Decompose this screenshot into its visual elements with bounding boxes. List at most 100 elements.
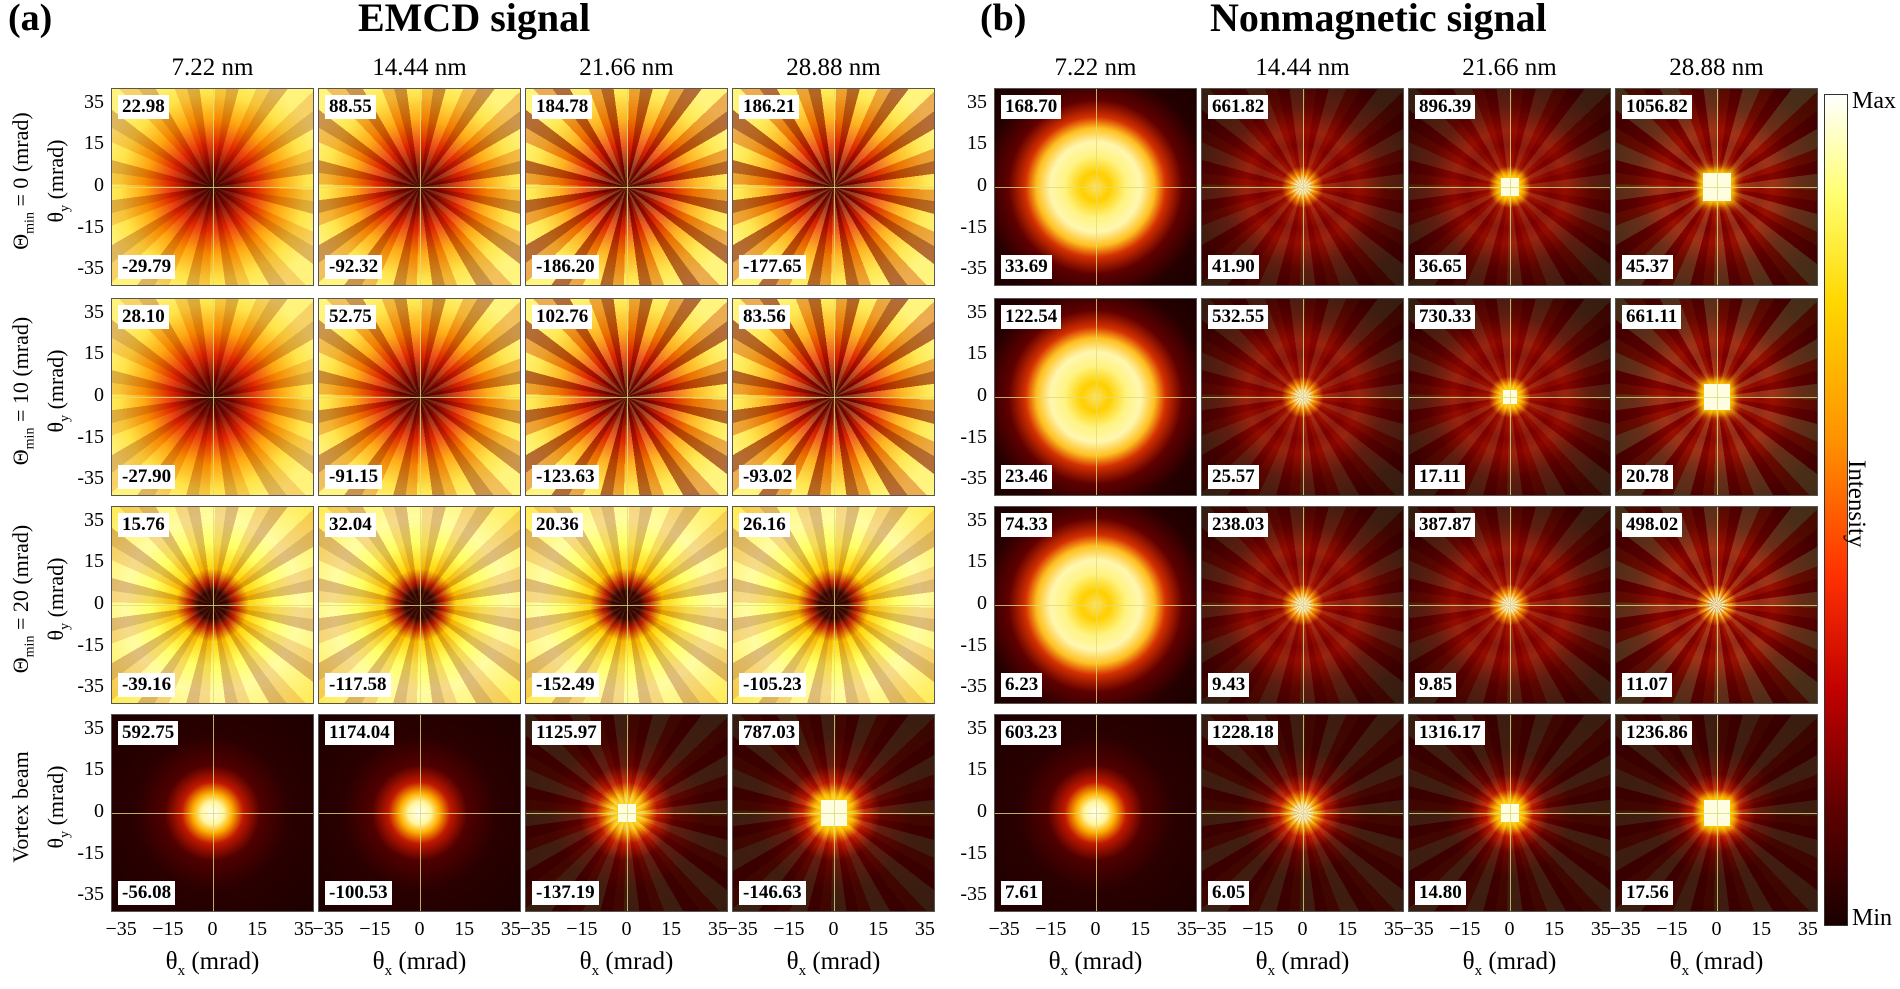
- x-axis-symbol: θ: [786, 948, 799, 975]
- min-value-label: -123.63: [532, 465, 599, 489]
- nonmag-map: 498.02 11.07: [1615, 506, 1818, 704]
- y-tick-label: 35: [84, 716, 104, 739]
- emcd-map: 102.76 -123.63: [525, 298, 728, 496]
- y-axis-symbol: θ: [43, 421, 69, 433]
- min-value-label: 17.56: [1622, 881, 1673, 905]
- row-label-condition: Θmin = 20 (mrad): [8, 500, 43, 698]
- y-tick-label: 35: [967, 90, 987, 113]
- y-axis-unit: (mrad): [43, 557, 69, 623]
- x-tick-label: −35: [312, 918, 344, 940]
- x-tick-label: 35: [1383, 918, 1404, 940]
- crosshair-vertical: [1302, 299, 1304, 495]
- x-axis-subscript: x: [1681, 963, 1690, 979]
- emcd-x-axis-label: θx (mrad): [732, 948, 935, 980]
- row-label-condition: Vortex beam: [8, 708, 43, 906]
- x-tick-label: 35: [1797, 918, 1818, 940]
- max-value-label: 22.98: [118, 95, 169, 119]
- nonmag-map: 661.11 20.78: [1615, 298, 1818, 496]
- emcd-map: 184.78 -186.20: [525, 88, 728, 286]
- row-label-symbol: Θ: [8, 657, 33, 674]
- min-value-label: -137.19: [532, 881, 599, 905]
- x-axis-unit: (mrad): [1689, 948, 1764, 975]
- x-tick-label: 15: [1337, 918, 1358, 940]
- x-tick-label: 15: [247, 918, 268, 940]
- min-value-label: -186.20: [532, 255, 599, 279]
- panel-a-title: EMCD signal: [358, 0, 591, 40]
- x-tick-label: 15: [1751, 918, 1772, 940]
- x-axis-unit: (mrad): [1275, 948, 1350, 975]
- panel-b-title: Nonmagnetic signal: [1210, 0, 1547, 40]
- max-value-label: 1228.18: [1208, 721, 1278, 745]
- x-axis-subscript: x: [1267, 963, 1276, 979]
- colorbar: [1824, 94, 1848, 926]
- max-value-label: 83.56: [739, 305, 790, 329]
- crosshair-vertical: [419, 507, 421, 703]
- crosshair-vertical: [1302, 507, 1304, 703]
- row-label-subscript: min: [22, 635, 38, 658]
- min-value-label: 25.57: [1208, 465, 1259, 489]
- row-label-axis: θy (mrad): [43, 82, 78, 280]
- nonmag-x-axis-label: θx (mrad): [1201, 948, 1404, 980]
- y-tick-label: -15: [960, 841, 987, 864]
- max-value-label: 74.33: [1001, 513, 1052, 537]
- y-axis-symbol: θ: [43, 211, 69, 223]
- x-tick-label: 0: [1297, 918, 1308, 940]
- crosshair-vertical: [419, 299, 421, 495]
- y-tick-label: 0: [977, 592, 987, 614]
- y-tick-label: -35: [77, 467, 104, 490]
- max-value-label: 32.04: [325, 513, 376, 537]
- x-tick-label: 0: [1504, 918, 1515, 940]
- max-value-label: 387.87: [1415, 513, 1476, 537]
- min-value-label: 17.11: [1415, 465, 1465, 489]
- x-tick-label: 0: [621, 918, 632, 940]
- min-value-label: 9.85: [1415, 673, 1457, 697]
- x-tick-label: 15: [661, 918, 682, 940]
- y-tick-label: -15: [77, 633, 104, 656]
- crosshair-vertical: [1509, 89, 1511, 285]
- y-tick-label: -35: [77, 675, 104, 698]
- y-tick-label: 15: [967, 758, 987, 781]
- colorbar-max-label: Max: [1852, 88, 1896, 114]
- x-axis-subscript: x: [1060, 963, 1069, 979]
- x-axis-unit: (mrad): [1068, 948, 1143, 975]
- x-tick-label: −35: [519, 918, 551, 940]
- max-value-label: 603.23: [1001, 721, 1062, 745]
- crosshair-vertical: [1716, 507, 1718, 703]
- min-value-label: 33.69: [1001, 255, 1052, 279]
- y-axis-subscript: y: [57, 204, 73, 212]
- max-value-label: 28.10: [118, 305, 169, 329]
- panel-b-label: (b): [980, 0, 1027, 39]
- panel-a-label: (a): [8, 0, 53, 39]
- crosshair-vertical: [626, 715, 628, 911]
- row-label: Vortex beam θy (mrad): [8, 708, 79, 906]
- min-value-label: -91.15: [325, 465, 383, 489]
- x-axis-symbol: θ: [1669, 948, 1682, 975]
- x-axis-unit: (mrad): [185, 948, 260, 975]
- crosshair-vertical: [212, 715, 214, 911]
- row-label: Θmin = 10 (mrad) θy (mrad): [8, 292, 79, 490]
- crosshair-vertical: [1095, 89, 1097, 285]
- min-value-label: 36.65: [1415, 255, 1466, 279]
- x-tick-label: −35: [1195, 918, 1227, 940]
- min-value-label: 41.90: [1208, 255, 1259, 279]
- x-tick-label: −15: [1449, 918, 1481, 940]
- min-value-label: -93.02: [739, 465, 797, 489]
- x-axis-unit: (mrad): [1482, 948, 1557, 975]
- x-axis-unit: (mrad): [392, 948, 467, 975]
- x-axis-unit: (mrad): [599, 948, 674, 975]
- y-tick-label: 15: [84, 758, 104, 781]
- x-tick-label: −35: [726, 918, 758, 940]
- x-tick-label: 0: [207, 918, 218, 940]
- y-tick-label: -15: [77, 215, 104, 238]
- min-value-label: -146.63: [739, 881, 806, 905]
- min-value-label: 7.61: [1001, 881, 1043, 905]
- row-label-condition: Θmin = 10 (mrad): [8, 292, 43, 490]
- crosshair-vertical: [419, 715, 421, 911]
- emcd-map: 592.75 -56.08: [111, 714, 314, 912]
- x-tick-label: −35: [1402, 918, 1434, 940]
- max-value-label: 15.76: [118, 513, 169, 537]
- nonmag-x-axis-label: θx (mrad): [1615, 948, 1818, 980]
- max-value-label: 184.78: [532, 95, 593, 119]
- crosshair-vertical: [1302, 89, 1304, 285]
- max-value-label: 26.16: [739, 513, 790, 537]
